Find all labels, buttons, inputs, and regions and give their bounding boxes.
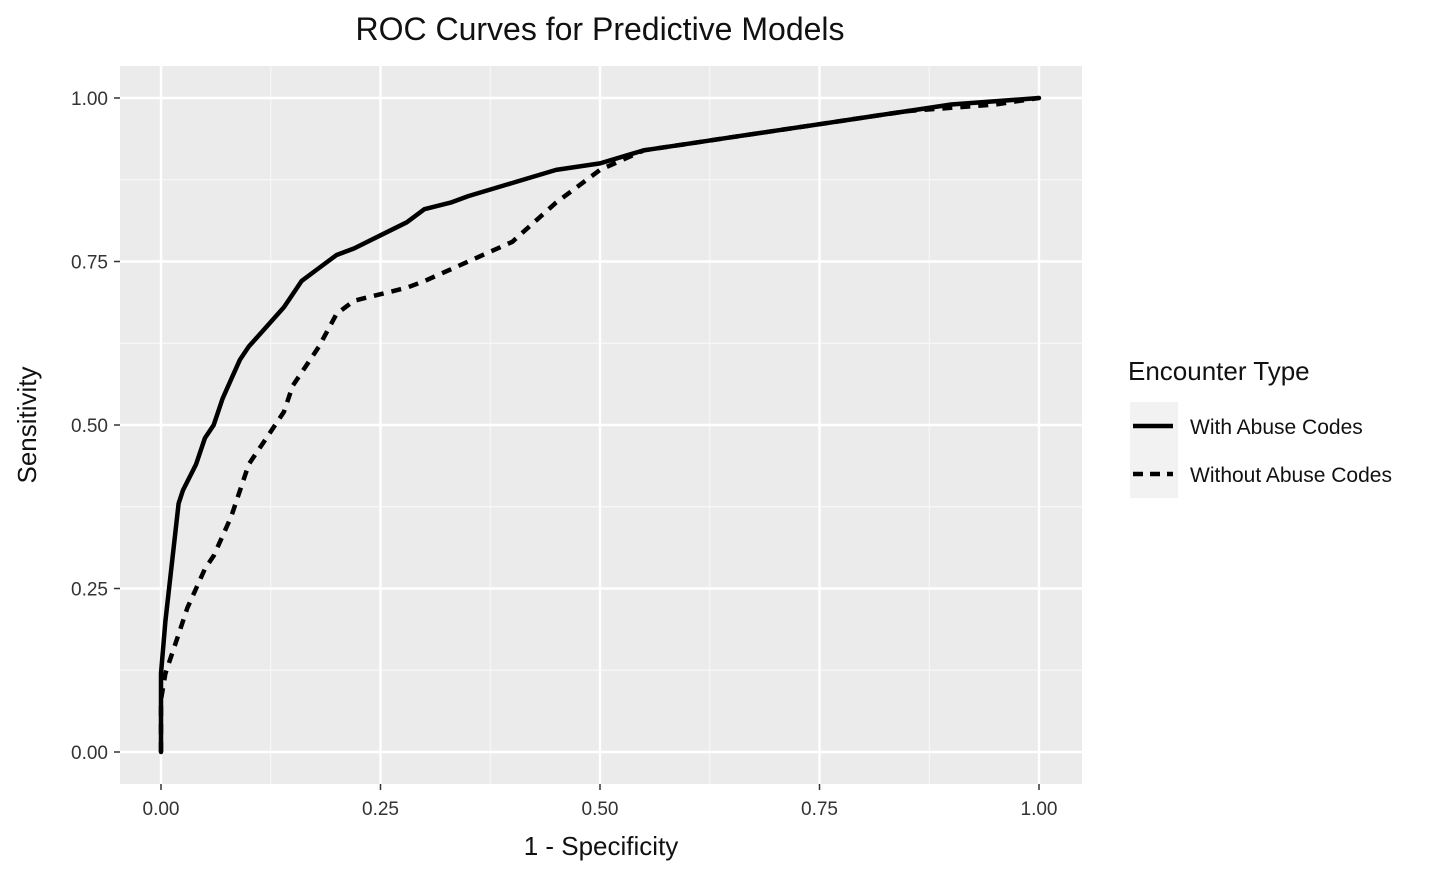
x-tick-label: 0.50 bbox=[582, 799, 619, 820]
legend-label-with-abuse-codes: With Abuse Codes bbox=[1190, 416, 1363, 439]
y-tick-label: 0.25 bbox=[71, 580, 108, 601]
y-tick-label: 0.50 bbox=[71, 416, 108, 437]
chart-title: ROC Curves for Predictive Models bbox=[355, 11, 844, 47]
legend: Encounter Type With Abuse Codes Without … bbox=[1128, 356, 1392, 498]
axis-ticks: 0.00 0.25 0.50 0.75 1.00 0.00 0.25 0.50 0.75 1.00 bbox=[71, 89, 1057, 820]
legend-title: Encounter Type bbox=[1128, 356, 1310, 386]
x-axis-title: 1 - Specificity bbox=[524, 831, 679, 861]
series-line-with-abuse-codes bbox=[158, 95, 1042, 755]
y-tick-label: 0.00 bbox=[71, 743, 108, 764]
legend-key-background bbox=[1130, 402, 1178, 498]
x-tick-label: 1.00 bbox=[1021, 799, 1058, 820]
x-tick-label: 0.25 bbox=[362, 799, 399, 820]
y-tick-label: 0.75 bbox=[71, 253, 108, 274]
y-tick-label: 1.00 bbox=[71, 89, 108, 110]
x-tick-label: 0.00 bbox=[143, 799, 180, 820]
series-line-without-abuse-codes bbox=[158, 95, 1040, 752]
series-lines bbox=[158, 95, 1042, 755]
legend-label-without-abuse-codes: Without Abuse Codes bbox=[1190, 464, 1392, 487]
y-axis-title: Sensitivity bbox=[12, 366, 42, 483]
grid bbox=[120, 66, 1082, 784]
x-tick-label: 0.75 bbox=[801, 799, 838, 820]
